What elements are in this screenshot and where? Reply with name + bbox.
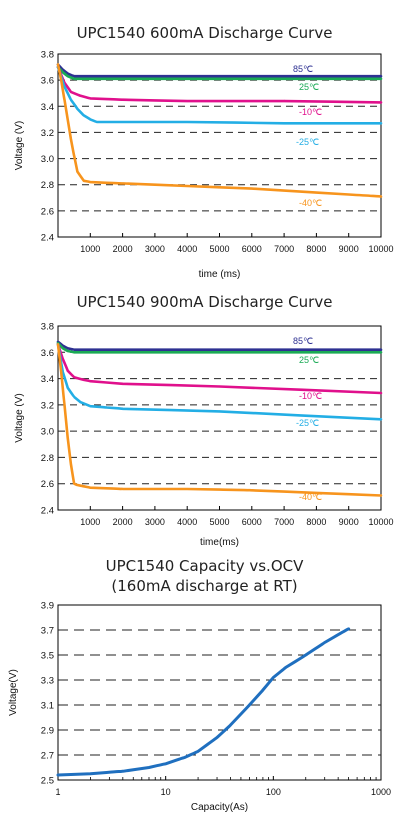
series-line-4 <box>56 65 383 125</box>
series-label: -40℃ <box>299 198 322 208</box>
series-label: 25℃ <box>299 82 319 92</box>
x-tick-label: 1 <box>55 787 60 797</box>
y-tick-label: 3.4 <box>41 102 54 113</box>
series-line-3 <box>56 343 383 395</box>
x-tick-label: 1000 <box>80 517 100 527</box>
y-tick-label: 2.6 <box>41 206 54 217</box>
y-tick-label: 2.4 <box>41 506 54 517</box>
y-tick-label: 3.1 <box>41 701 54 712</box>
chart-title: UPC1540 Capacity vs.OCV <box>105 557 304 575</box>
x-tick-label: 10000 <box>368 244 393 254</box>
y-axis-label: Voltage (V) <box>14 393 25 442</box>
series-label: -40℃ <box>299 492 322 502</box>
series-line-2 <box>56 65 383 81</box>
x-tick-label: 1000 <box>80 244 100 254</box>
y-tick-label: 3.8 <box>41 322 54 333</box>
series-line-3 <box>56 65 383 104</box>
y-tick-label: 2.8 <box>41 180 54 191</box>
series-line-5 <box>56 343 383 497</box>
series-label: -10℃ <box>299 391 322 401</box>
series-label: -10℃ <box>299 107 322 117</box>
y-tick-label: 2.7 <box>41 751 54 762</box>
chart-title: UPC1540 900mA Discharge Curve <box>76 293 333 311</box>
y-tick-label: 3.4 <box>41 374 54 385</box>
series-line-5 <box>56 63 383 198</box>
x-tick-label: 6000 <box>242 244 262 254</box>
x-axis-label: time (ms) <box>199 269 241 280</box>
y-tick-label: 2.9 <box>41 726 54 737</box>
y-tick-label: 3.5 <box>41 651 54 662</box>
x-tick-label: 9000 <box>339 244 359 254</box>
y-tick-label: 3.6 <box>41 348 54 359</box>
series-line-2 <box>56 341 383 354</box>
x-tick-label: 8000 <box>306 244 326 254</box>
x-tick-label: 4000 <box>177 517 197 527</box>
chart-subtitle: (160mA discharge at RT) <box>111 577 298 595</box>
series-line-1 <box>56 63 383 78</box>
x-tick-label: 3000 <box>145 517 165 527</box>
y-tick-label: 2.6 <box>41 479 54 490</box>
y-axis-label: Voltage (V) <box>14 121 25 170</box>
x-tick-label: 2000 <box>113 517 133 527</box>
y-tick-label: 2.8 <box>41 453 54 464</box>
y-tick-label: 3.8 <box>41 50 54 61</box>
y-tick-label: 3.2 <box>41 400 54 411</box>
y-tick-label: 3.7 <box>41 626 54 637</box>
series-label: 25℃ <box>299 355 319 365</box>
series-label: -25℃ <box>296 418 319 428</box>
y-tick-label: 3.9 <box>41 601 54 612</box>
y-tick-label: 3.0 <box>41 427 54 438</box>
x-tick-label: 7000 <box>274 244 294 254</box>
y-tick-label: 3.6 <box>41 76 54 87</box>
x-tick-label: 8000 <box>306 517 326 527</box>
x-tick-label: 5000 <box>209 244 229 254</box>
series-label: 85℃ <box>293 336 313 346</box>
y-tick-label: 2.5 <box>41 776 54 787</box>
plot-area <box>57 53 382 238</box>
x-tick-label: 5000 <box>209 517 229 527</box>
discharge-chart-900ma: 2.4 2.6 2.8 3.0 3.2 3.4 3.6 3.8 1000 2000 3000 4000… <box>14 322 394 549</box>
series-line-4 <box>56 343 383 421</box>
x-tick-label: 6000 <box>242 517 262 527</box>
plot-area <box>57 604 382 781</box>
x-tick-label: 2000 <box>113 244 133 254</box>
discharge-chart-600ma: 2.4 2.6 2.8 3.0 3.2 3.4 3.6 3.8 1000 2000 3000 4000… <box>14 50 394 281</box>
series-line-1 <box>56 627 351 777</box>
x-tick-label: 3000 <box>145 244 165 254</box>
y-tick-label: 3.0 <box>41 154 54 165</box>
series-label: 85℃ <box>293 64 313 74</box>
x-tick-label: 7000 <box>274 517 294 527</box>
x-tick-label: 9000 <box>339 517 359 527</box>
x-tick-label: 4000 <box>177 244 197 254</box>
series-label: -25℃ <box>296 137 319 147</box>
y-tick-label: 3.2 <box>41 128 54 139</box>
y-axis-label: Voltage(V) <box>8 669 19 716</box>
x-tick-label: 1000 <box>371 787 391 797</box>
y-tick-label: 2.4 <box>41 233 54 244</box>
x-tick-label: 100 <box>266 787 281 797</box>
x-axis-label: Capacity(As) <box>191 802 248 813</box>
chart-title: UPC1540 600mA Discharge Curve <box>76 24 333 42</box>
y-tick-label: 3.3 <box>41 676 54 687</box>
x-tick-label: 10000 <box>368 517 393 527</box>
x-tick-label: 10 <box>161 787 171 797</box>
plot-area <box>57 325 382 511</box>
series-line-1 <box>56 340 383 352</box>
x-axis-label: time(ms) <box>200 537 239 548</box>
